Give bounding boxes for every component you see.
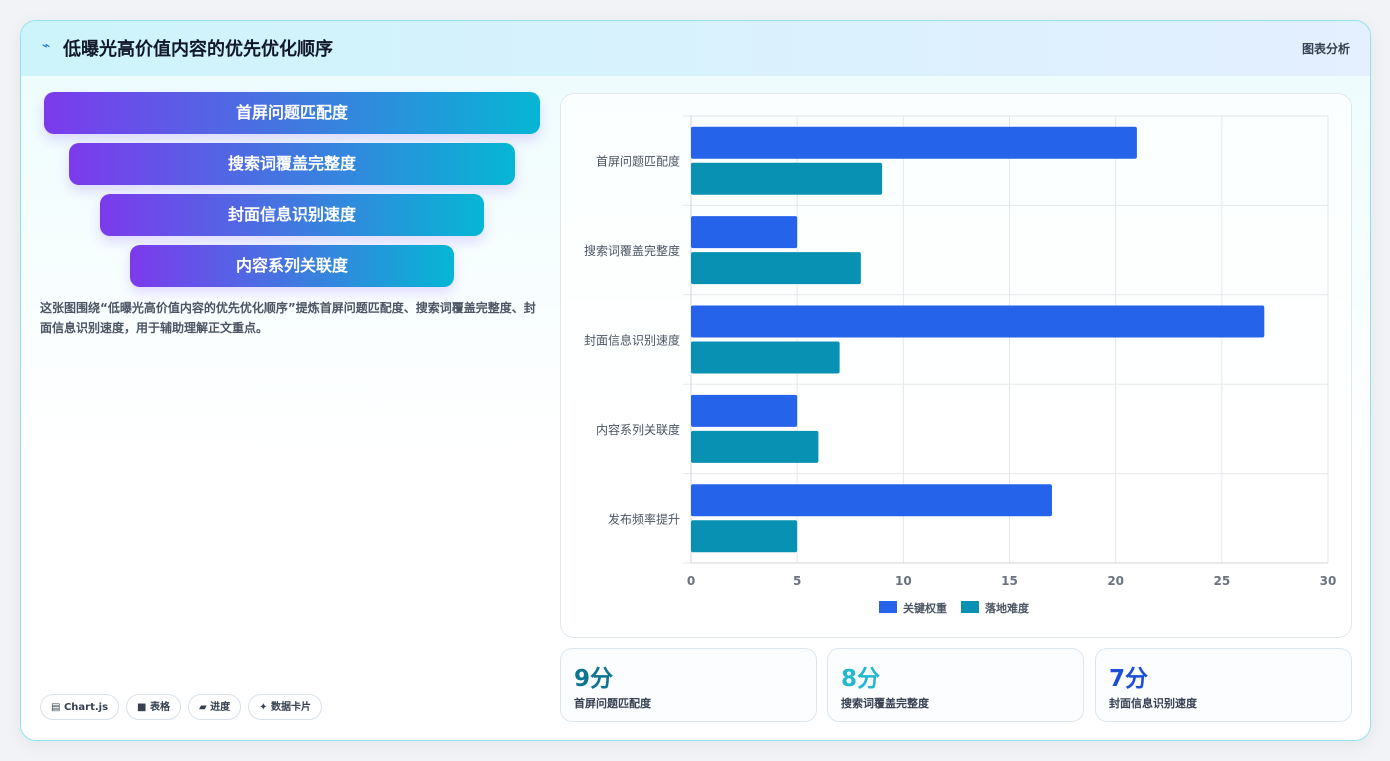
x-tick-label: 10 bbox=[895, 574, 912, 588]
x-tick-label: 0 bbox=[687, 574, 695, 588]
y-tick-label: 发布频率提升 bbox=[608, 511, 680, 526]
bar-weight bbox=[691, 305, 1265, 338]
chart-description: 这张图围绕“低曝光高价值内容的优先优化顺序”提炼首屏问题匹配度、搜索词覆盖完整度… bbox=[40, 301, 536, 335]
funnel-step-4: 内容系列关联度 bbox=[130, 245, 454, 287]
legend-swatch bbox=[879, 601, 897, 613]
chart-icon: ▤ bbox=[51, 702, 61, 713]
y-tick-label: 首屏问题匹配度 bbox=[596, 154, 680, 169]
stat-label: 首屏问题匹配度 bbox=[574, 697, 651, 710]
bar-weight bbox=[691, 126, 1137, 159]
x-tick-label: 25 bbox=[1213, 574, 1230, 588]
x-tick-label: 5 bbox=[793, 574, 801, 588]
y-tick-label: 搜索词覆盖完整度 bbox=[584, 243, 680, 258]
bar-difficulty bbox=[691, 162, 883, 195]
legend-label: 落地难度 bbox=[985, 601, 1030, 615]
bar-difficulty bbox=[691, 252, 861, 285]
stat-value: 8分 bbox=[841, 666, 881, 692]
tag-list: ▤ Chart.js ■ 表格 ▰ 进度 ✦ 数据卡片 bbox=[40, 694, 323, 720]
bar-weight bbox=[691, 484, 1052, 517]
y-tick-label: 内容系列关联度 bbox=[596, 422, 680, 437]
tag-progress[interactable]: ▰ 进度 bbox=[187, 694, 242, 720]
page-title: 低曝光高价值内容的优先优化顺序 bbox=[63, 39, 333, 60]
table-icon: ■ bbox=[137, 702, 147, 713]
stat-value: 9分 bbox=[574, 666, 614, 692]
x-tick-label: 15 bbox=[1001, 574, 1018, 588]
analysis-card: ⌁ 低曝光高价值内容的优先优化顺序 图表分析 首屏问题匹配度 搜索词覆盖完整度 … bbox=[20, 20, 1371, 741]
stat-card-2: 8分 搜索词覆盖完整度 bbox=[827, 648, 1084, 722]
tag-data-card[interactable]: ✦ 数据卡片 bbox=[248, 694, 323, 720]
funnel-step-2: 搜索词覆盖完整度 bbox=[69, 143, 515, 185]
progress-icon: ▰ bbox=[198, 702, 207, 713]
y-tick-label: 封面信息识别速度 bbox=[584, 333, 680, 348]
funnel-step-3: 封面信息识别速度 bbox=[100, 194, 484, 236]
bar-chart: 0 5 10 15 20 25 30 首屏问题匹配度搜索词覆盖完整度封面信息识别速度内容系列关… bbox=[584, 115, 1337, 615]
bar-weight bbox=[691, 216, 798, 249]
stat-card-3: 7分 封面信息识别速度 bbox=[1095, 648, 1352, 722]
header-label: 图表分析 bbox=[1301, 42, 1350, 56]
chart-line-icon: ⌁ bbox=[42, 38, 51, 54]
x-tick-label: 30 bbox=[1320, 574, 1337, 588]
bar-difficulty bbox=[691, 430, 819, 463]
tag-chartjs[interactable]: ▤ Chart.js bbox=[40, 694, 120, 720]
funnel-step-1: 首屏问题匹配度 bbox=[44, 92, 540, 134]
card-header: ⌁ 低曝光高价值内容的优先优化顺序 图表分析 bbox=[21, 21, 1370, 76]
stat-label: 封面信息识别速度 bbox=[1109, 697, 1197, 710]
sparkle-icon: ✦ bbox=[259, 702, 268, 713]
stat-label: 搜索词覆盖完整度 bbox=[841, 697, 929, 710]
legend-swatch bbox=[961, 601, 979, 613]
chart-panel: 0 5 10 15 20 25 30 首屏问题匹配度搜索词覆盖完整度 封面信息识别速度内容系列关… bbox=[560, 93, 1352, 638]
stat-card-1: 9分 首屏问题匹配度 bbox=[560, 648, 817, 722]
bar-difficulty bbox=[691, 341, 840, 374]
bar-weight bbox=[691, 394, 798, 427]
legend-label: 关键权重 bbox=[903, 601, 947, 615]
bar-difficulty bbox=[691, 520, 798, 553]
stat-value: 7分 bbox=[1109, 666, 1149, 692]
x-tick-label: 20 bbox=[1107, 574, 1124, 588]
tag-table[interactable]: ■ 表格 bbox=[126, 694, 181, 720]
